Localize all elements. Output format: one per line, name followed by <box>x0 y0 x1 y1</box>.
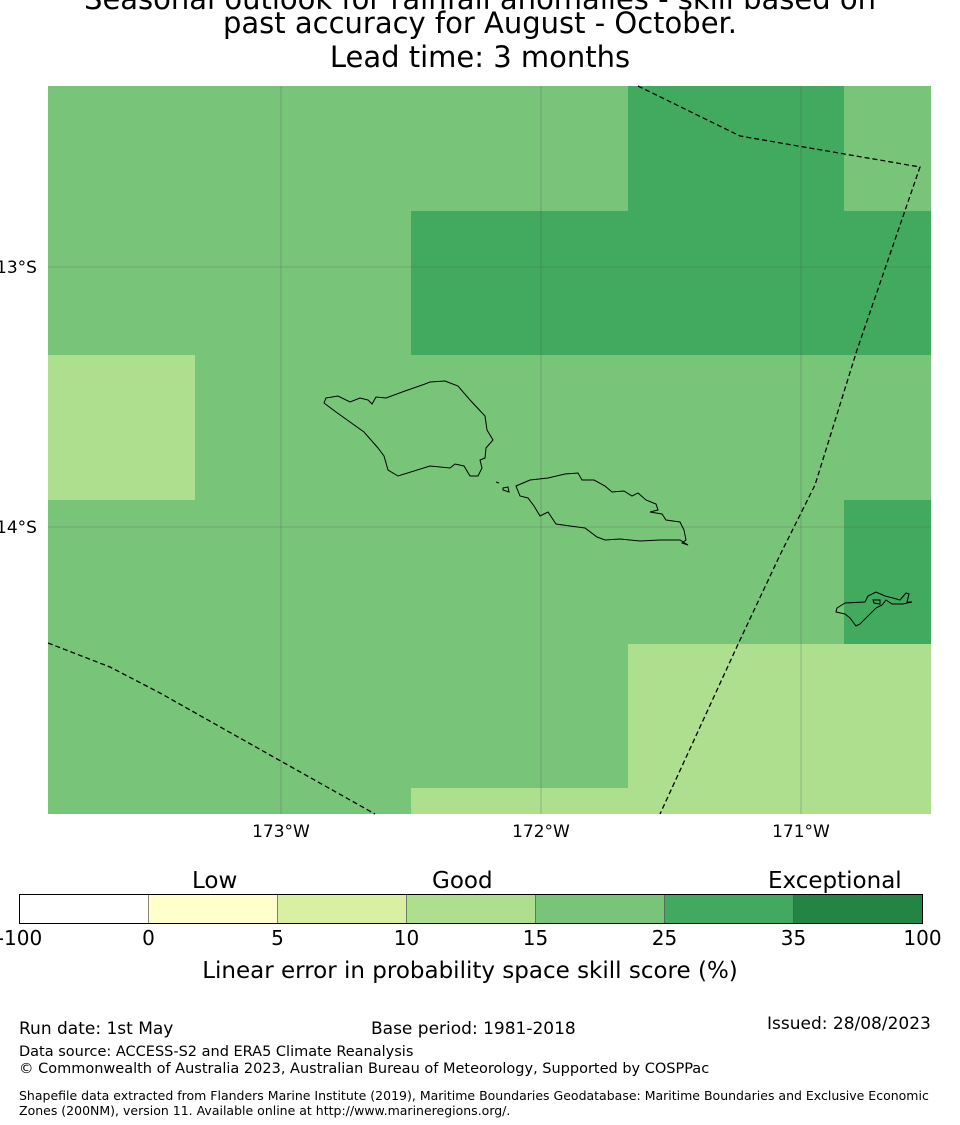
skill-cell-25-35 <box>628 86 844 211</box>
copyright: © Commonwealth of Australia 2023, Austra… <box>19 1061 710 1077</box>
lat-label-14s: 14°S <box>0 518 37 538</box>
colorbar-segment <box>148 894 278 924</box>
colorbar-segment <box>664 894 794 924</box>
colorbar-segment <box>277 894 407 924</box>
title-line-3: Lead time: 3 months <box>329 40 631 74</box>
colorbar-tick-label: 0 <box>142 926 155 950</box>
base-period: Base period: 1981-2018 <box>371 1019 576 1039</box>
lon-label-171w: 171°W <box>772 822 830 842</box>
colorbar-tick-label: 15 <box>522 926 549 950</box>
title-line-1: Seasonal outlook for rainfall anomalies … <box>0 0 960 16</box>
tutuila-island <box>835 591 913 627</box>
colorbar-tick-label: 5 <box>271 926 284 950</box>
aunuu-islet <box>872 599 881 605</box>
colorbar-tick-label: -100 <box>0 926 43 950</box>
colorbar-segment <box>19 894 149 924</box>
run-date: Run date: 1st May <box>19 1019 174 1039</box>
upolu-island <box>515 472 689 546</box>
title-line-2: past accuracy for August - October. <box>222 6 738 40</box>
lon-label-172w: 172°W <box>512 822 570 842</box>
issued-date: Issued: 28/08/2023 <box>767 1014 931 1034</box>
colorbar-segment <box>406 894 536 924</box>
legend-category-good: Good <box>432 868 493 894</box>
lat-label-13s: 13°S <box>0 258 37 278</box>
colorbar-tick-label: 100 <box>903 926 942 950</box>
manono-islet <box>502 486 510 493</box>
data-source: Data source: ACCESS-S2 and ERA5 Climate … <box>19 1044 414 1060</box>
legend-category-low: Low <box>192 868 238 894</box>
skill-cell-10-15 <box>411 788 628 814</box>
graticule <box>48 86 931 814</box>
skill-cell-10-15 <box>628 644 931 814</box>
skill-cell-10-15 <box>48 355 195 500</box>
colorbar-tick-label: 25 <box>651 926 678 950</box>
skill-cell-25-35 <box>411 211 931 355</box>
colorbar-segment <box>793 894 923 924</box>
skill-cell-25-35 <box>844 500 931 644</box>
apolima-islet <box>495 481 500 484</box>
savaii-island <box>323 380 494 477</box>
shapefile-credit: Shapefile data extracted from Flanders M… <box>19 1088 929 1118</box>
colorbar-tick-label: 35 <box>780 926 807 950</box>
colorbar-tick-label: 10 <box>393 926 420 950</box>
lon-label-173w: 173°W <box>252 822 310 842</box>
eez-boundary <box>47 85 921 815</box>
colorbar-segment <box>535 894 665 924</box>
legend-category-exceptional: Exceptional <box>768 868 902 894</box>
colorbar-label: Linear error in probability space skill … <box>202 958 738 984</box>
